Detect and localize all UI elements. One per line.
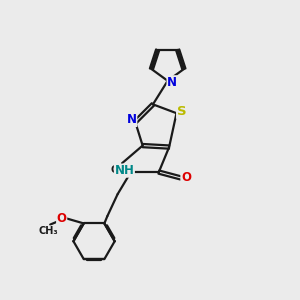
Text: CH₃: CH₃: [111, 165, 130, 175]
Text: S: S: [177, 105, 186, 118]
Text: O: O: [181, 172, 191, 184]
Text: N: N: [127, 113, 137, 127]
Text: O: O: [57, 212, 67, 225]
Text: N: N: [167, 76, 177, 89]
Text: CH₃: CH₃: [39, 226, 58, 236]
Text: NH: NH: [114, 164, 134, 177]
